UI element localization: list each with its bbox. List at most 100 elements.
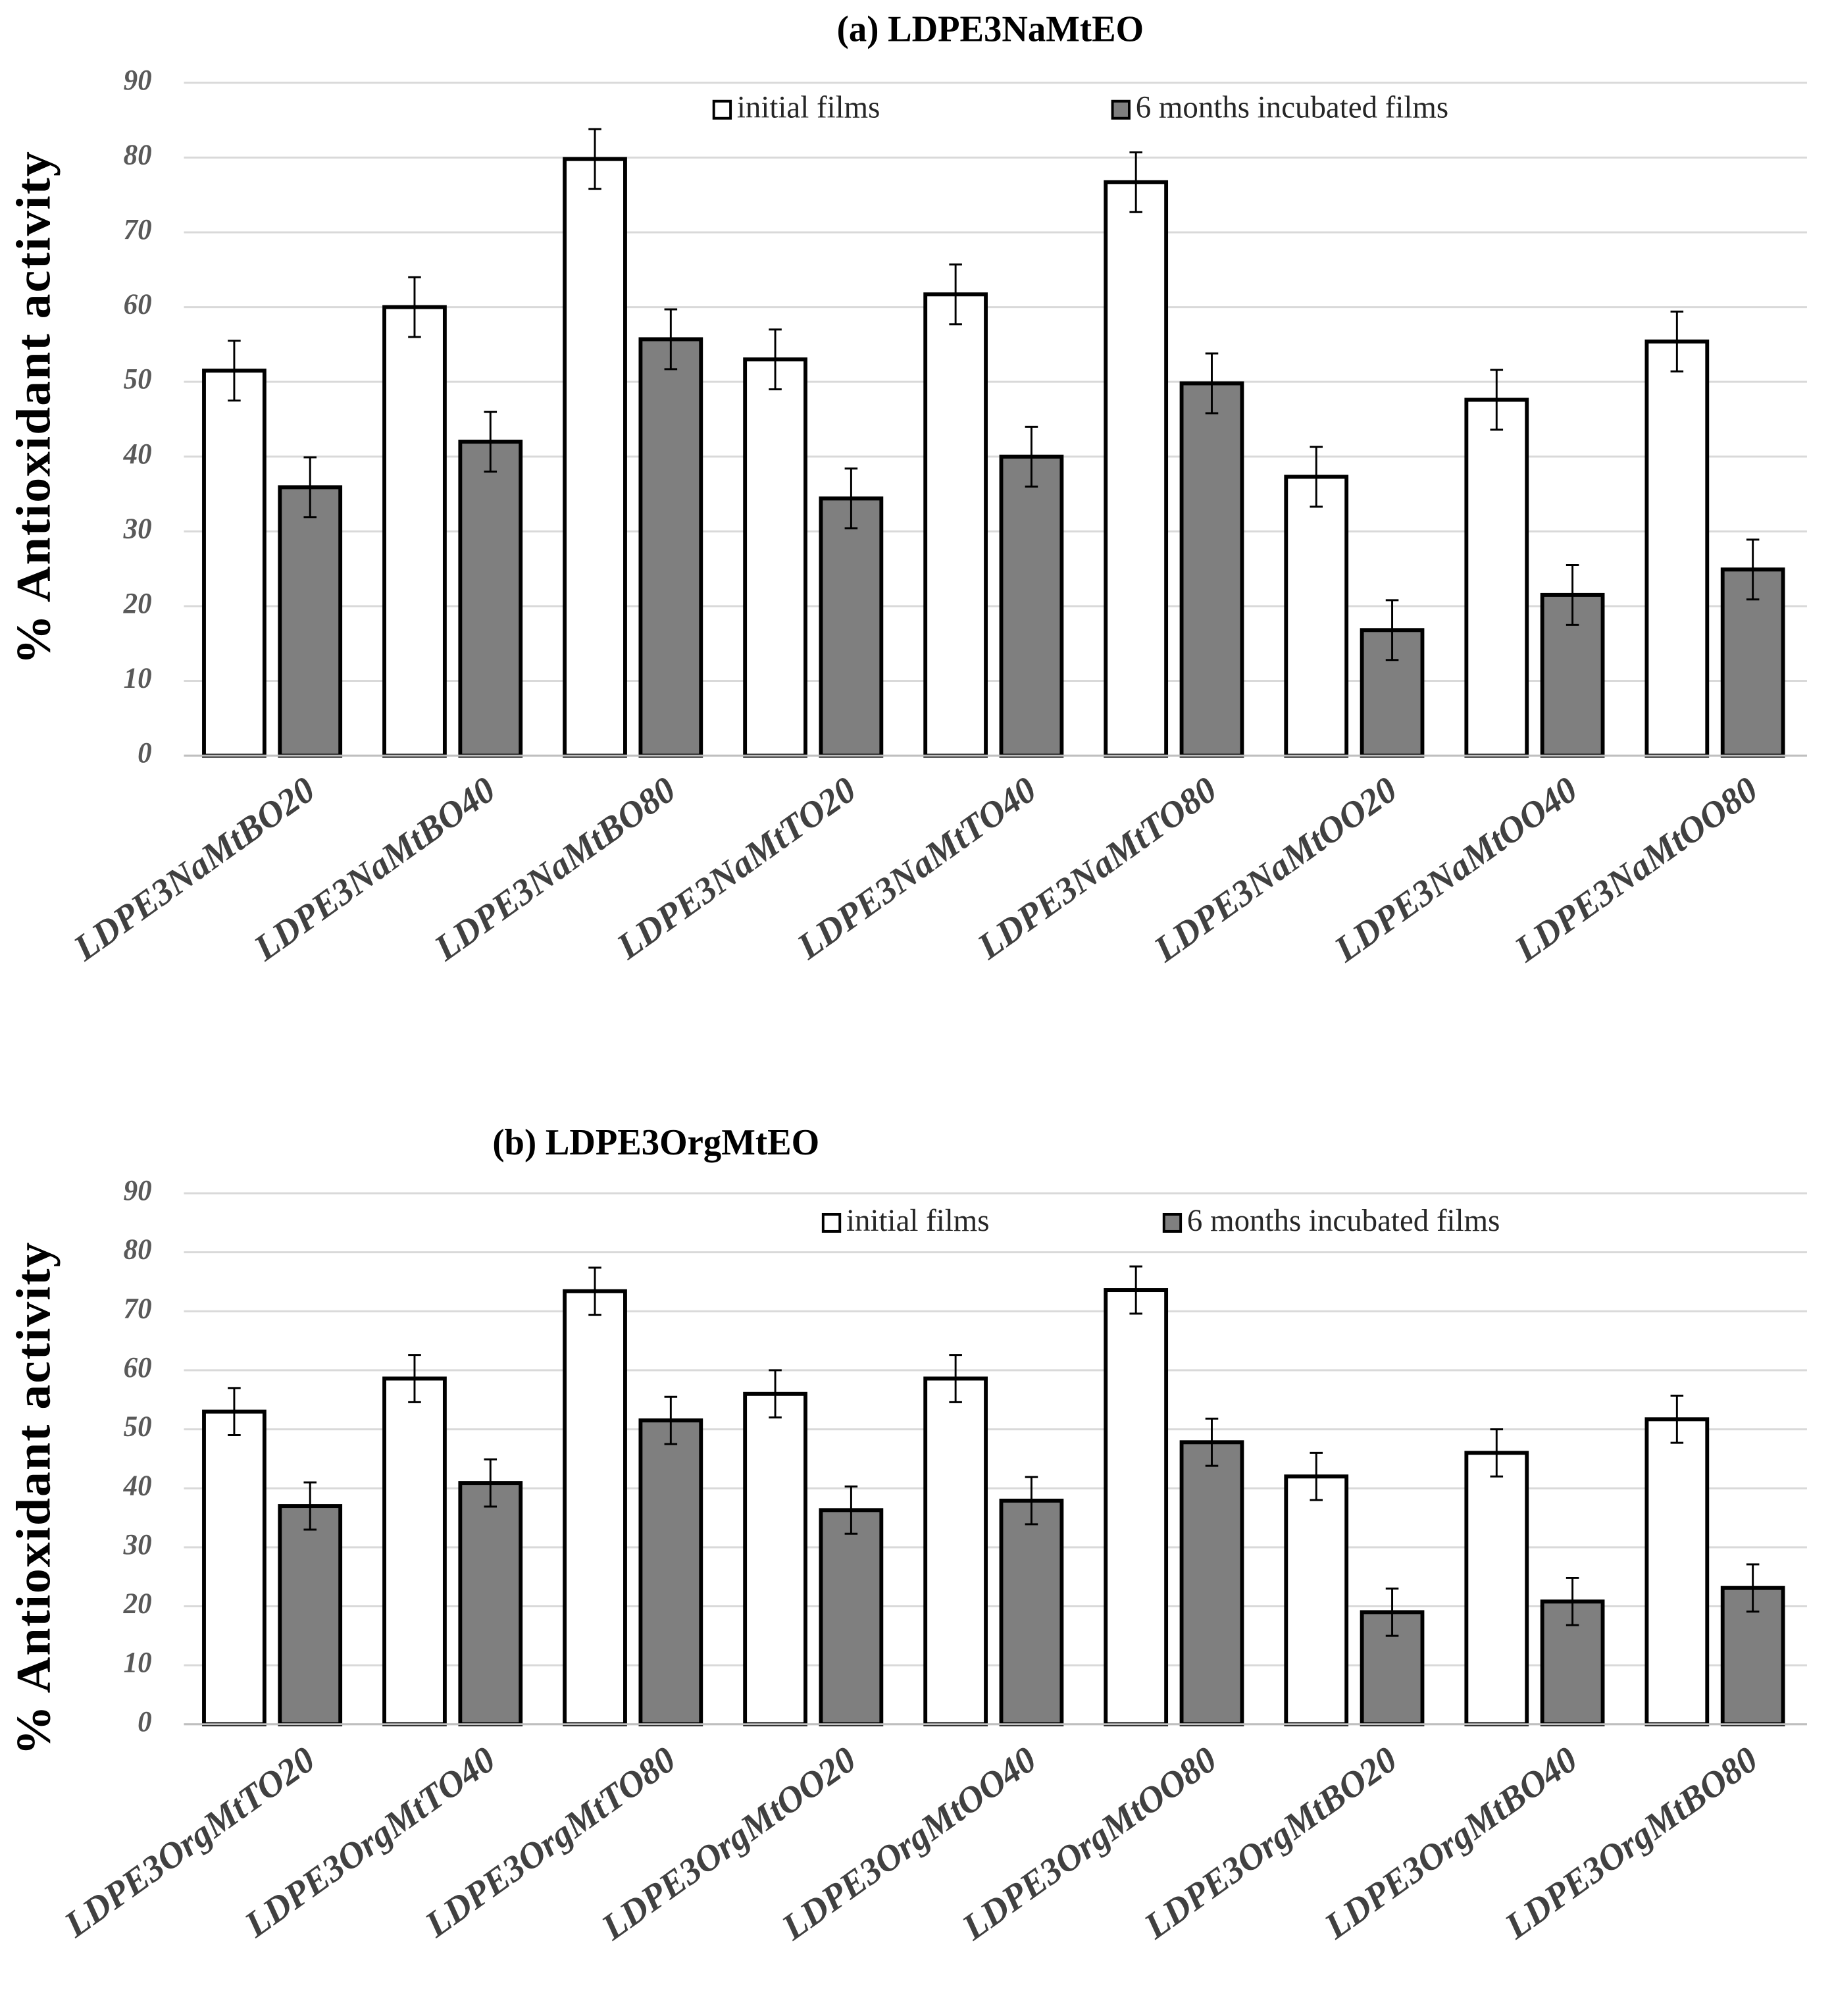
bar — [458, 1481, 523, 1726]
bar — [819, 496, 884, 758]
y-tick-label: 20 — [123, 1588, 152, 1620]
error-bar — [303, 456, 317, 519]
error-bar — [484, 411, 497, 473]
error-bar — [408, 1354, 421, 1403]
error-bar — [844, 1486, 858, 1535]
chart-title: (a) LDPE3NaMtEO — [837, 9, 1144, 49]
error-bar — [769, 328, 782, 391]
y-tick-label: 0 — [138, 1705, 152, 1738]
legend-swatch — [1111, 99, 1131, 120]
error-bar — [1129, 151, 1142, 213]
y-tick-label: 80 — [124, 1233, 152, 1266]
error-bar — [1385, 1588, 1399, 1637]
bar — [1464, 398, 1529, 758]
y-tick-label: 60 — [124, 288, 152, 321]
y-tick-label: 0 — [138, 737, 152, 769]
bar — [278, 1504, 343, 1726]
error-bar — [408, 276, 421, 338]
error-bar — [1566, 563, 1579, 626]
y-tick-label: 70 — [124, 1293, 152, 1325]
bar — [202, 369, 267, 758]
bar — [1644, 339, 1710, 758]
error-bar — [303, 1481, 317, 1531]
error-bar — [228, 1387, 241, 1437]
bar — [278, 485, 343, 758]
legend-swatch — [821, 1212, 842, 1233]
bar — [1104, 1288, 1169, 1726]
y-tick-label: 50 — [124, 363, 152, 396]
error-bar — [1670, 310, 1684, 373]
legend-swatch — [712, 99, 732, 120]
bar — [999, 454, 1064, 758]
y-tick-label: 90 — [124, 1175, 152, 1207]
legend-label: initial films — [737, 90, 880, 125]
bar — [563, 1289, 627, 1726]
bar — [638, 337, 703, 758]
error-bar — [1310, 446, 1323, 508]
error-bar — [588, 1266, 601, 1316]
bar — [563, 157, 627, 758]
y-tick-label: 10 — [124, 1647, 152, 1679]
error-bar — [1025, 1476, 1038, 1526]
legend-label: 6 months incubated films — [1187, 1204, 1500, 1239]
y-axis-label: % Antioxidant activity — [7, 150, 61, 665]
chart-title: (b) LDPE3OrgMtEO — [492, 1122, 819, 1162]
error-bar — [484, 1458, 497, 1508]
legend-swatch — [1162, 1212, 1183, 1233]
bar — [1644, 1417, 1710, 1726]
bar — [638, 1418, 703, 1726]
error-bar — [1129, 1265, 1142, 1315]
error-bar — [1490, 369, 1504, 431]
error-bar — [1205, 1417, 1219, 1467]
bar — [1284, 1474, 1349, 1726]
error-bar — [1205, 352, 1219, 415]
error-bar — [1025, 425, 1038, 488]
y-tick-label: 40 — [123, 1470, 152, 1502]
error-bar — [844, 467, 858, 530]
error-bar — [1385, 599, 1399, 661]
y-tick-label: 50 — [124, 1410, 152, 1443]
y-tick-label: 70 — [124, 214, 152, 246]
bar — [458, 440, 523, 758]
error-bar — [1670, 1394, 1684, 1444]
bar — [202, 1409, 267, 1726]
y-tick-label: 30 — [123, 1528, 152, 1561]
legend-label: initial films — [846, 1204, 990, 1239]
bar — [382, 1376, 447, 1726]
error-bar — [664, 308, 678, 371]
bar — [1179, 1440, 1244, 1726]
bar — [382, 305, 447, 758]
error-bar — [664, 1395, 678, 1445]
y-tick-label: 30 — [123, 513, 152, 545]
y-tick-label: 90 — [124, 64, 152, 96]
legend-label: 6 months incubated films — [1136, 90, 1448, 125]
error-bar — [1746, 1563, 1760, 1613]
bar — [923, 292, 988, 758]
error-bar — [1310, 1451, 1323, 1501]
bar — [923, 1376, 988, 1726]
bar — [743, 357, 807, 758]
bar — [1104, 180, 1169, 758]
error-bar — [1746, 538, 1760, 601]
y-tick-label: 40 — [123, 438, 152, 470]
error-bar — [228, 340, 241, 402]
y-tick-label: 80 — [124, 139, 152, 171]
error-bar — [1566, 1576, 1579, 1626]
error-bar — [769, 1369, 782, 1419]
error-bar — [949, 263, 962, 326]
y-axis-label: % Antioxidant activity — [7, 1241, 61, 1756]
bar — [743, 1391, 807, 1726]
bar — [819, 1508, 884, 1726]
y-tick-label: 20 — [123, 588, 152, 620]
bar — [1464, 1451, 1529, 1726]
y-tick-label: 60 — [124, 1352, 152, 1384]
bar — [1179, 381, 1244, 758]
y-tick-label: 10 — [124, 662, 152, 694]
bar — [999, 1499, 1064, 1726]
bar — [1284, 475, 1349, 758]
error-bar — [949, 1354, 962, 1403]
error-bar — [1490, 1428, 1504, 1478]
error-bar — [588, 128, 601, 190]
